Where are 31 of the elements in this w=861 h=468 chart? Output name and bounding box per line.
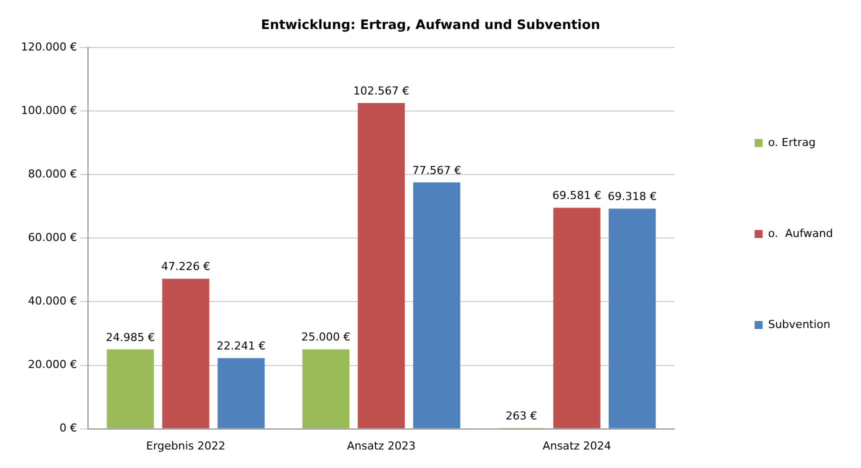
y-tick-label: 20.000 € — [28, 358, 77, 372]
bar — [413, 182, 460, 428]
legend-label: o. Ertrag — [768, 136, 816, 149]
bar — [218, 358, 265, 428]
bar — [162, 278, 210, 428]
data-label: 47.226 € — [161, 260, 210, 274]
y-tick-label: 40.000 € — [28, 294, 77, 308]
legend-label: o. Aufwand — [768, 226, 834, 240]
legend-label: Subvention — [768, 318, 830, 331]
y-tick-label: 80.000 € — [28, 168, 77, 181]
data-label: 69.318 € — [608, 190, 657, 203]
y-tick-label: 0 € — [59, 422, 77, 435]
y-tick-label: 60.000 € — [28, 231, 77, 244]
x-tick-label: Ergebnis 2022 — [146, 439, 226, 452]
data-label: 77.567 € — [412, 164, 462, 177]
x-tick-label: Ansatz 2023 — [347, 439, 416, 452]
y-tick-label: 100.000 € — [21, 104, 77, 117]
data-label: 69.581 € — [552, 189, 602, 202]
bar — [608, 208, 656, 428]
y-tick-label: 120.000 € — [21, 40, 77, 54]
data-label: 102.567 € — [353, 84, 410, 98]
bar — [302, 349, 350, 428]
bar — [553, 208, 600, 428]
bar — [106, 349, 154, 428]
data-label: 22.241 € — [216, 340, 266, 353]
data-label: 263 € — [506, 409, 538, 422]
bar — [358, 102, 405, 428]
data-label: 24.985 € — [106, 330, 155, 344]
data-label: 25.000 € — [301, 330, 350, 344]
x-tick-label: Ansatz 2024 — [542, 439, 612, 452]
chart-title: Entwicklung: Ertrag, Aufwand und Subvention — [260, 18, 600, 34]
